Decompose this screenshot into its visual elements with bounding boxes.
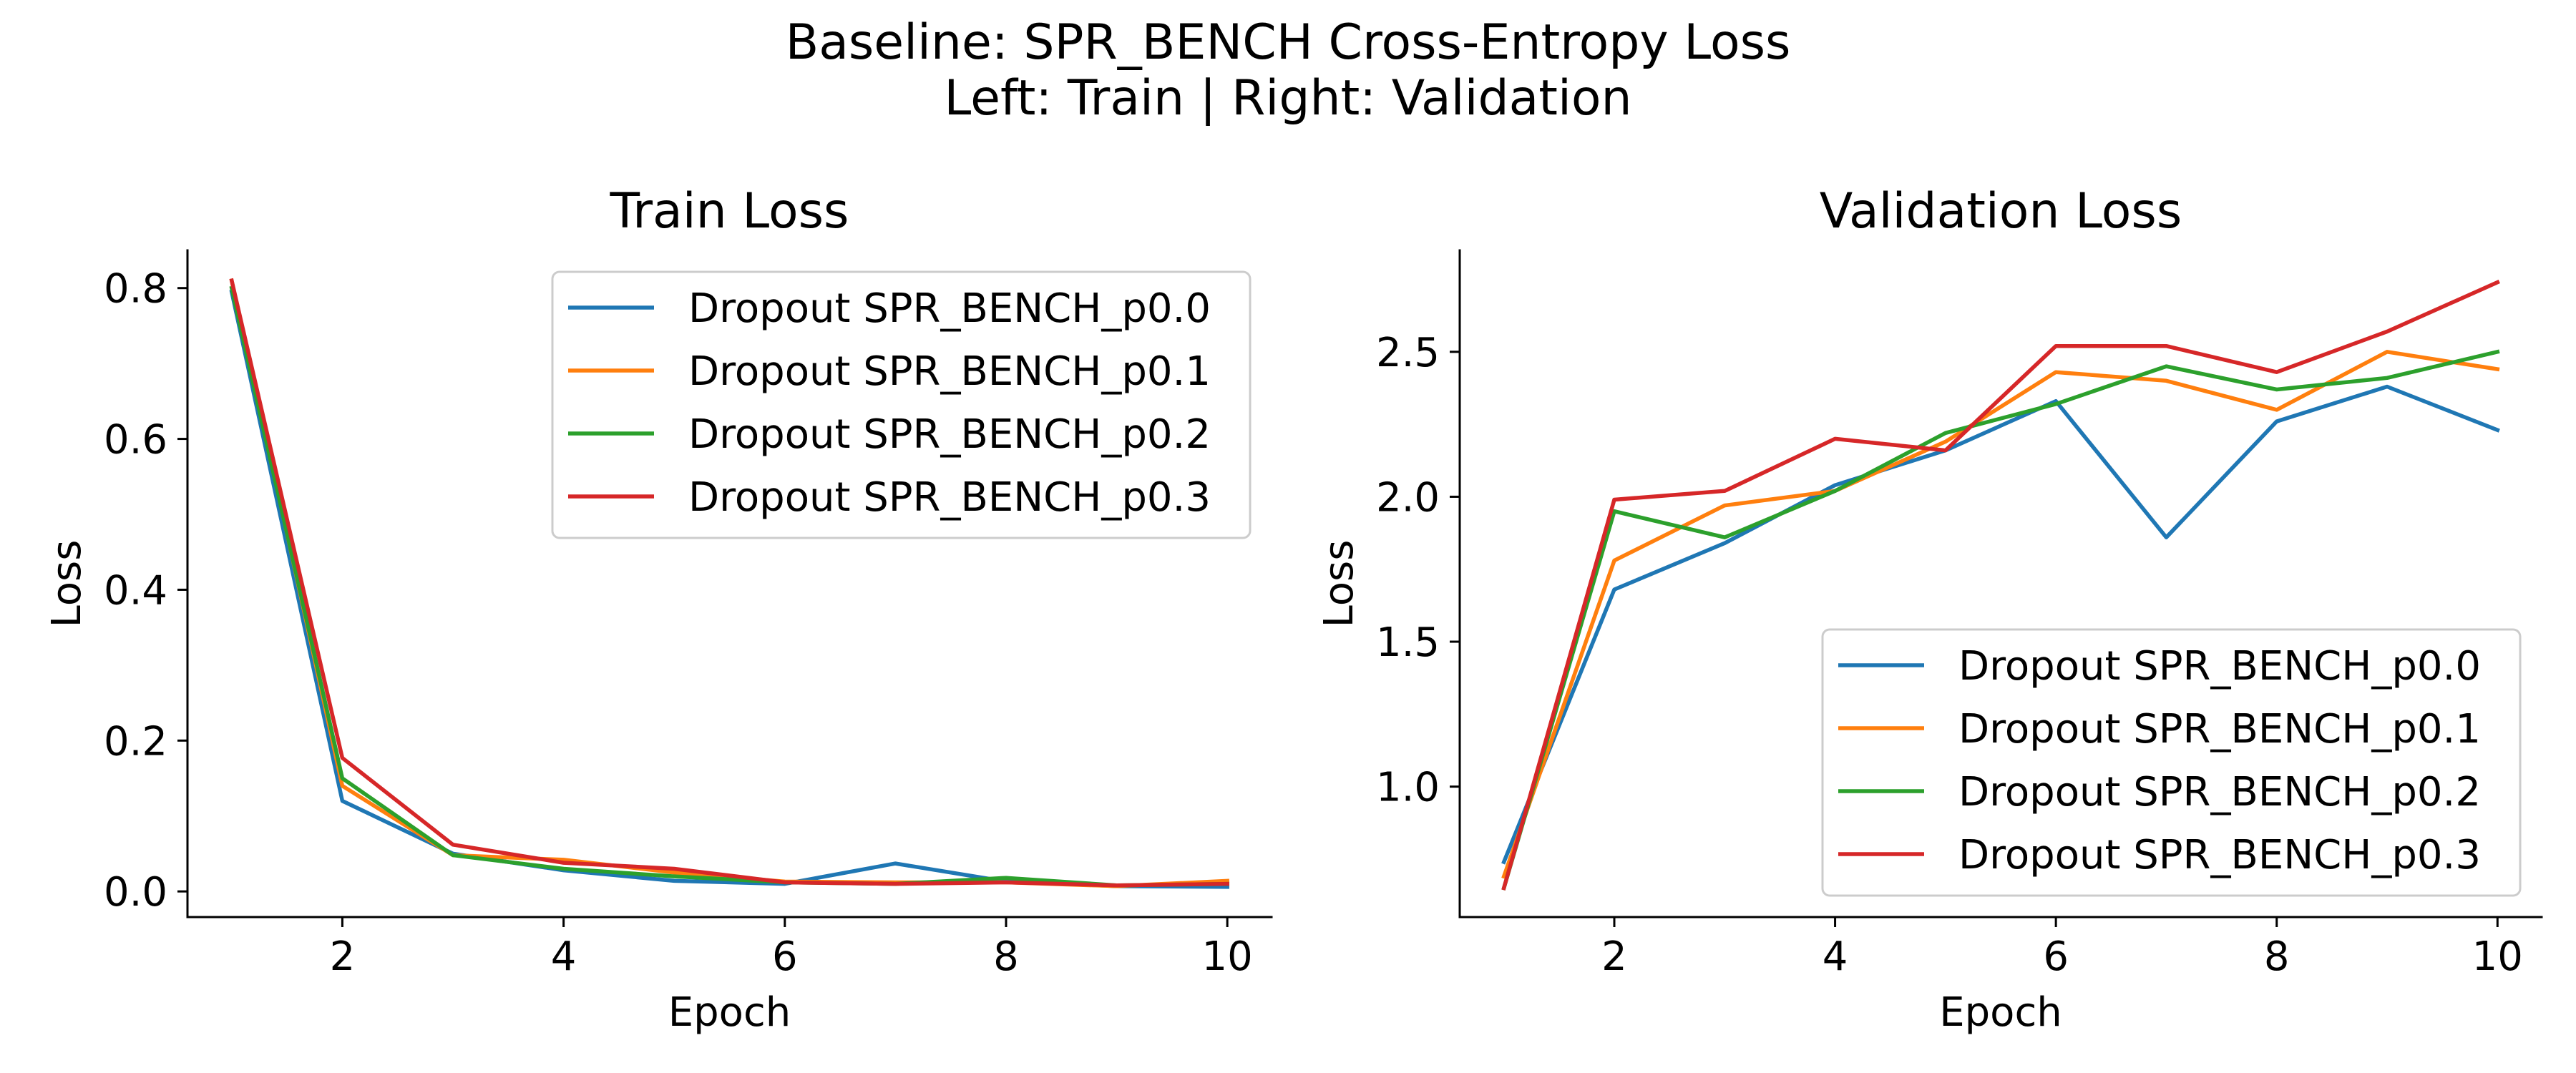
chart-title: Train Loss [610, 183, 849, 240]
legend-entry-label: Dropout SPR_BENCH_p0.2 [1958, 769, 2481, 815]
x-tick-label: 4 [1823, 934, 1848, 980]
series-line-3 [1501, 279, 2500, 891]
x-axis-label: Epoch [668, 989, 791, 1036]
x-tick-label: 8 [993, 934, 1019, 980]
series-line-2 [229, 285, 1229, 888]
x-tick-label: 6 [2043, 934, 2069, 980]
y-tick-label: 1.5 [1376, 619, 1440, 666]
y-tick-label: 0.4 [104, 567, 167, 614]
x-tick-label: 10 [2472, 934, 2523, 980]
x-tick-label: 6 [772, 934, 798, 980]
y-axis-label: Loss [44, 540, 90, 628]
y-tick-label: 0.6 [104, 417, 167, 464]
legend-entry-label: Dropout SPR_BENCH_p0.0 [688, 285, 1211, 332]
x-axis-label: Epoch [1939, 989, 2062, 1036]
y-tick-label: 0.2 [104, 718, 167, 765]
legend-entry-label: Dropout SPR_BENCH_p0.3 [688, 474, 1211, 521]
legend-box [1821, 628, 2522, 897]
validation-loss-chart: Validation Loss 2 4 6 8 10 1.0 1.5 2.0 2.5 Epoch Lo… [1316, 183, 2543, 1036]
series-line-0 [1501, 384, 2500, 865]
series-line-2 [1501, 349, 2500, 891]
y-tick-label: 0.0 [104, 869, 167, 916]
legend-entry-label: Dropout SPR_BENCH_p0.3 [1958, 832, 2481, 878]
legend-entry-label: Dropout SPR_BENCH_p0.1 [688, 348, 1211, 395]
y-tick-label: 2.0 [1376, 474, 1440, 521]
figure-title-line1: Baseline: SPR_BENCH Cross-Entropy Loss [786, 14, 1791, 71]
y-axis-label: Loss [1316, 540, 1362, 628]
series-line-1 [1501, 350, 2500, 879]
legend-entry-label: Dropout SPR_BENCH_p0.0 [1958, 643, 2481, 690]
x-tick-label: 4 [551, 934, 577, 980]
legend-box [551, 270, 1252, 539]
x-tick-label: 8 [2264, 934, 2290, 980]
y-tick-label: 0.8 [104, 266, 167, 313]
legend: Dropout SPR_BENCH_p0.0 Dropout SPR_BENCH_… [551, 270, 1252, 539]
x-tick-label: 10 [1202, 934, 1253, 980]
y-tick-label: 2.5 [1376, 330, 1440, 376]
legend-entry-label: Dropout SPR_BENCH_p0.1 [1958, 706, 2481, 753]
legend-entry-label: Dropout SPR_BENCH_p0.2 [688, 411, 1211, 458]
train-loss-chart: Train Loss 2 4 6 8 10 0.0 0.2 0.4 0.6 0.8 Epoch Loss… [44, 183, 1273, 1036]
figure-title-line2: Left: Train | Right: Validation [944, 70, 1631, 127]
x-tick-label: 2 [1601, 934, 1627, 980]
x-tick-label: 2 [330, 934, 356, 980]
series-line-3 [229, 278, 1229, 888]
legend: Dropout SPR_BENCH_p0.0 Dropout SPR_BENCH_… [1821, 628, 2522, 897]
chart-title: Validation Loss [1820, 183, 2182, 240]
y-tick-label: 1.0 [1376, 765, 1440, 811]
